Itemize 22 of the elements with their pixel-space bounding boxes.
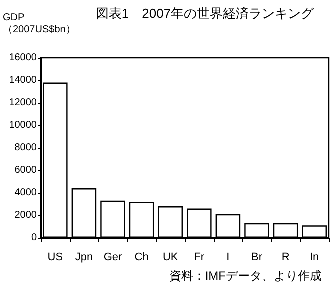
y-tick-label: 12000 — [9, 98, 38, 108]
y-tick-label: 10000 — [9, 120, 38, 131]
x-tick-label: In — [310, 252, 320, 264]
x-tick-label: I — [226, 252, 230, 264]
y-tick-label: 14000 — [9, 75, 38, 86]
chart-title: 図表1 2007年の世界経済ランキング — [96, 6, 316, 21]
text: 資料：IMFデータ、より作成 — [169, 269, 322, 283]
x-tick-label: Jpn — [75, 252, 94, 264]
x-tick-label: Br — [252, 252, 263, 264]
y-axis-title: GDP （2007US$bn） — [3, 12, 76, 36]
x-tick-label: Ger — [104, 252, 122, 264]
y-tick-label: 6000 — [14, 165, 38, 176]
y-tick-label: 0 — [31, 232, 38, 244]
x-tick-label: Ch — [134, 252, 149, 264]
y-tick-label: 16000 — [9, 52, 38, 64]
y-tick-label: 8000 — [14, 142, 38, 154]
x-tick-label: US — [48, 252, 64, 264]
x-tick-label: Fr — [194, 252, 205, 264]
x-tick-label: R — [282, 252, 290, 264]
y-tick-label: 2000 — [14, 210, 38, 221]
x-tick-label: UK — [162, 252, 179, 264]
y-tick-label: 4000 — [14, 188, 38, 198]
